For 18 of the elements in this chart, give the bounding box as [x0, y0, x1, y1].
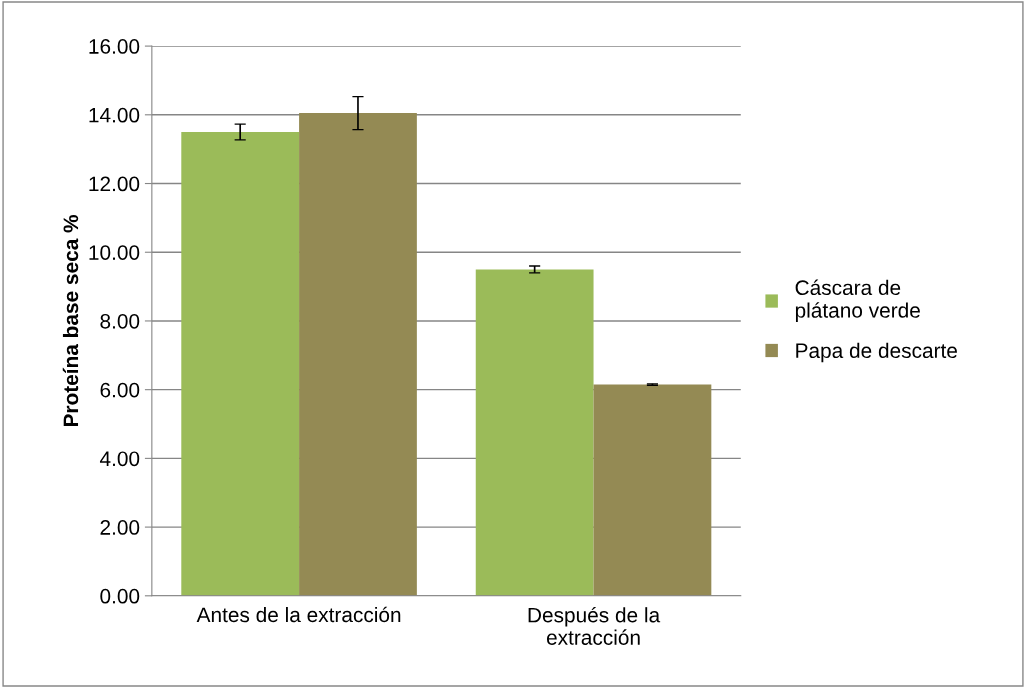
bar [593, 384, 712, 596]
legend-label: Papa de descarte [796, 342, 957, 363]
y-tick-label: 10.00 [89, 245, 140, 260]
x-tick-label: Antes de la extracción [196, 606, 401, 623]
bar [299, 113, 417, 596]
y-tick-label: 12.00 [89, 176, 140, 192]
y-tick-label: 16.00 [89, 39, 140, 54]
y-tick-label: 14.00 [89, 107, 140, 123]
bar [181, 131, 300, 596]
x-tick-label: Después de la extracción [528, 606, 661, 645]
y-tick-label: 6.00 [100, 382, 140, 398]
bar [475, 269, 594, 596]
y-tick-label: 4.00 [99, 451, 140, 467]
y-tick-label: 8.00 [100, 313, 140, 329]
y-tick-label: 2.00 [100, 520, 140, 535]
y-axis-title: Proteína base seca % [62, 214, 79, 427]
legend-label: Cáscara de plátano verde [795, 279, 920, 322]
y-tick-label: 0.00 [100, 588, 140, 604]
